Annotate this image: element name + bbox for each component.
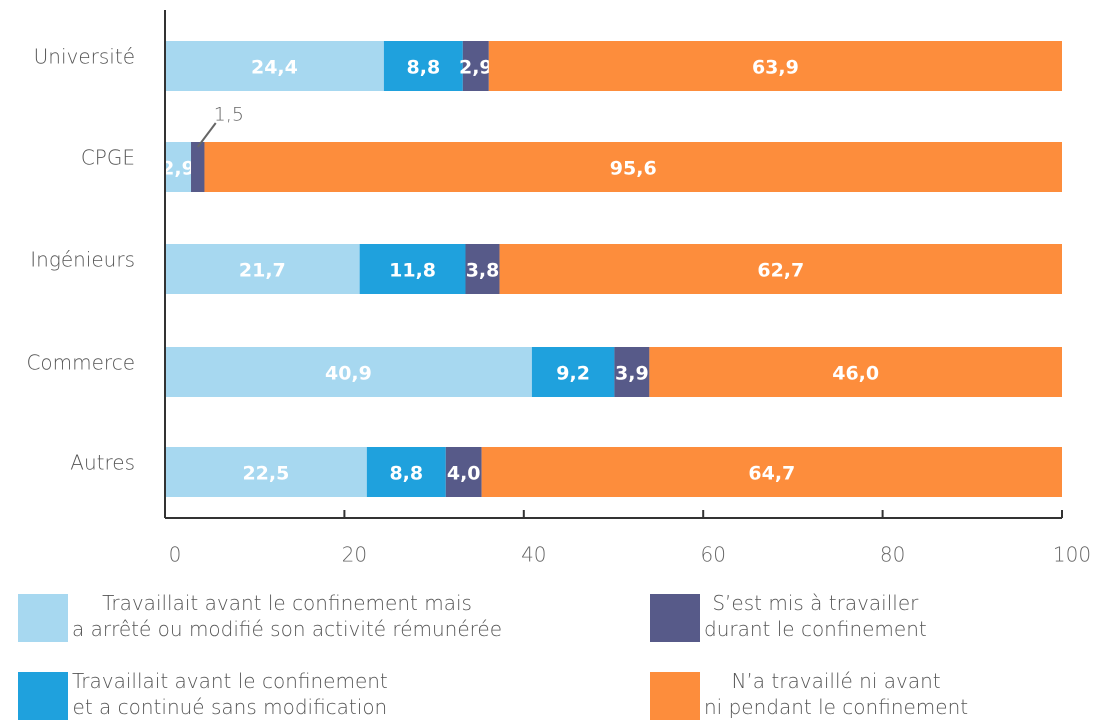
category-label: Commerce [26, 351, 135, 375]
bar-segment [359, 244, 466, 294]
x-tick-label: 40 [521, 543, 546, 567]
value-label: 22,5 [242, 463, 289, 485]
value-label: 24,4 [251, 57, 298, 79]
x-tick-label: 20 [342, 543, 367, 567]
value-label: 8,8 [389, 463, 423, 485]
leader-line [196, 122, 217, 148]
bar-segment [165, 244, 360, 294]
bar-segment [488, 41, 1062, 91]
category-label: Ingénieurs [30, 248, 135, 272]
value-label: 2,9 [161, 158, 195, 180]
category-label: Université [34, 45, 135, 69]
bar-segment [649, 347, 1062, 397]
value-label: 64,7 [748, 463, 795, 485]
legend-swatch [650, 594, 700, 642]
value-label: 9,2 [556, 363, 590, 385]
x-tick-label: 0 [169, 543, 182, 567]
value-label: 63,9 [752, 57, 799, 79]
legend-swatch [650, 672, 700, 720]
category-label: CPGE [81, 146, 135, 170]
value-label: 21,7 [239, 260, 286, 282]
value-label: 3,9 [615, 363, 649, 385]
bar-segment [204, 142, 1062, 192]
legend-swatch [18, 594, 68, 642]
bar-segment [366, 447, 446, 497]
legend-label: Travaillait avant le confinement mais a … [72, 591, 503, 641]
bar-segment [191, 142, 205, 192]
bar-segment [165, 142, 192, 192]
bar-segment [462, 41, 489, 91]
value-label: 40,9 [325, 363, 372, 385]
x-tick-label: 60 [700, 543, 725, 567]
value-label: 95,6 [610, 158, 657, 180]
value-label: 11,8 [389, 260, 436, 282]
value-label: 2,9 [459, 57, 493, 79]
value-label: 1,5 [214, 104, 244, 126]
bar-segment [499, 244, 1062, 294]
legend-label: Travaillait avant le confinement et a co… [72, 669, 388, 719]
bar-segment [165, 347, 532, 397]
bar-segment [165, 447, 367, 497]
x-tick-label: 80 [880, 543, 905, 567]
value-label: 62,7 [757, 260, 804, 282]
x-tick-label: 100 [1053, 543, 1091, 567]
bar-segment [614, 347, 650, 397]
bar-segment [531, 347, 615, 397]
value-label: 46,0 [832, 363, 879, 385]
bar-segment [165, 41, 384, 91]
bar-segment [481, 447, 1062, 497]
value-label: 3,8 [466, 260, 500, 282]
category-label: Autres [70, 451, 135, 475]
bar-segment [465, 244, 500, 294]
legend-label: N’a travaillé ni avant ni pendant le con… [704, 669, 969, 719]
value-label: 4,0 [447, 463, 481, 485]
bar-segment [383, 41, 463, 91]
bar-segment [445, 447, 482, 497]
value-label: 8,8 [407, 57, 441, 79]
legend-label: S’est mis à travailler durant le confine… [704, 591, 927, 641]
legend-swatch [18, 672, 68, 720]
